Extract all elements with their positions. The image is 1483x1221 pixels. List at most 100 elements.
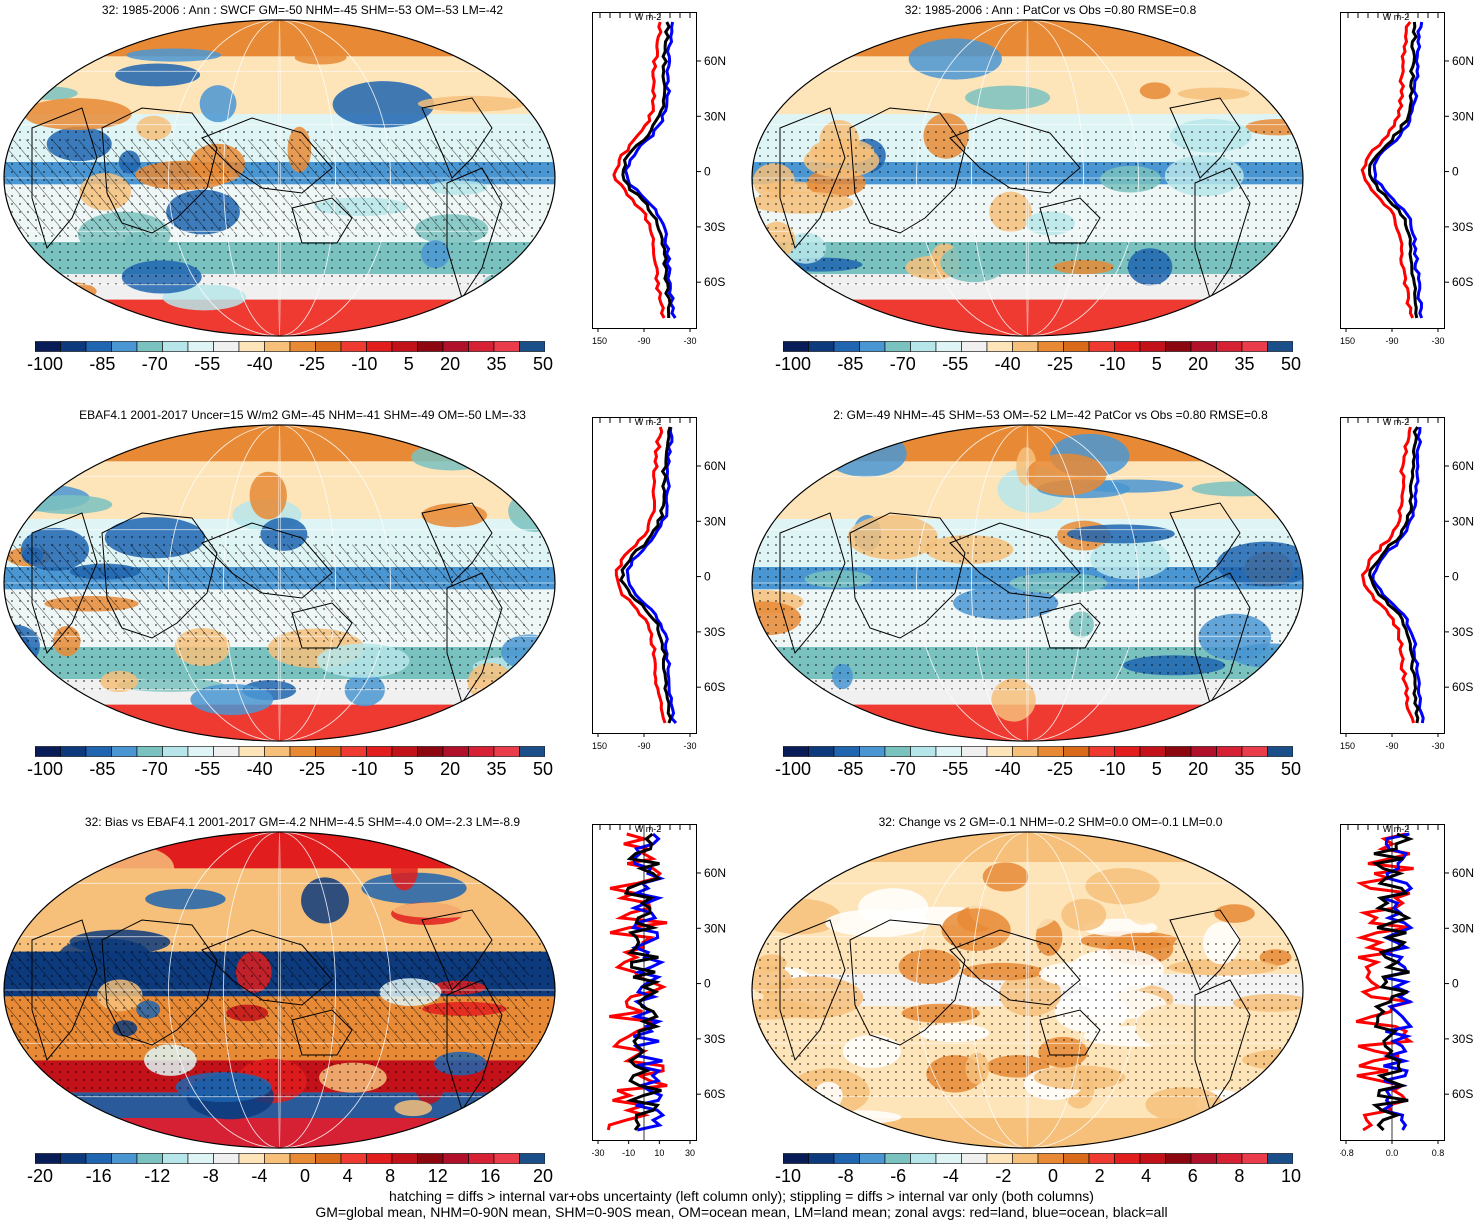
colorbar-swatch	[1165, 1153, 1192, 1164]
colorbar	[34, 1152, 546, 1170]
colorbar-label: 5	[1151, 759, 1162, 779]
zonal-lat-label: 0	[704, 570, 711, 584]
colorbar-swatch	[34, 1153, 61, 1164]
colorbar-labels: -100 -85 -70 -55 -40 -25 -10 5 20 35 50	[27, 354, 553, 375]
colorbar-swatch	[1037, 746, 1064, 757]
colorbar-label: 50	[532, 354, 553, 374]
colorbar-label: 5	[403, 354, 414, 374]
colorbar-swatch	[238, 1153, 265, 1164]
colorbar-label: -10	[351, 354, 378, 374]
colorbar-swatch	[884, 746, 911, 757]
colorbar-swatch	[1063, 746, 1090, 757]
colorbar-label: -70	[141, 759, 168, 779]
zonal-lat-label: 60N	[704, 54, 726, 68]
zonal-units: W m-2	[1383, 824, 1410, 834]
colorbar-swatch	[1012, 746, 1039, 757]
colorbar-label: 5	[403, 759, 414, 779]
colorbar-swatch	[910, 1153, 937, 1164]
colorbar-label: -4	[942, 1166, 959, 1186]
colorbar-label: -10	[1099, 759, 1126, 779]
zonal-x-tick: 30	[685, 1148, 695, 1158]
colorbar-swatch	[782, 1153, 809, 1164]
colorbar-swatch	[986, 746, 1013, 757]
zonal-x-tick: -30	[1431, 741, 1444, 751]
colorbar-label: -55	[194, 354, 221, 374]
panel-title: 32: 1985-2006 : Ann : PatCor vs Obs =0.8…	[904, 3, 1197, 17]
zonal-x-tick: -0.8	[1340, 1148, 1354, 1158]
colorbar-labels: -100 -85 -70 -55 -40 -25 -10 5 20 35 50	[775, 759, 1301, 780]
colorbar	[782, 340, 1294, 358]
colorbar-swatch	[340, 1153, 367, 1164]
colorbar-label: 20	[532, 1166, 553, 1186]
colorbar-swatch	[1190, 1153, 1217, 1164]
colorbar-swatch	[1190, 746, 1217, 757]
colorbar-label: -10	[351, 759, 378, 779]
colorbar-label: -70	[889, 759, 916, 779]
zonal-lat-label: 30S	[1452, 220, 1473, 234]
colorbar-label: -8	[837, 1166, 854, 1186]
zonal-mean-plot: W m-2 60N 30N 0 30S 60S -150 -90 -30	[592, 12, 742, 352]
colorbar-swatch	[884, 1153, 911, 1164]
caption-line-2: GM=global mean, NHM=0-90N mean, SHM=0-90…	[315, 1204, 1168, 1220]
zonal-lat-label: 30N	[1452, 109, 1474, 123]
colorbar-swatch	[34, 746, 61, 757]
colorbar-swatch	[60, 341, 87, 352]
colorbar-swatch	[859, 746, 886, 757]
colorbar-label: 50	[1280, 759, 1301, 779]
colorbar-swatch	[986, 1153, 1013, 1164]
colorbar-swatch	[1190, 341, 1217, 352]
robinson-map	[2, 830, 557, 1150]
zonal-lat-label: 60S	[1452, 680, 1473, 694]
colorbar-swatch	[884, 341, 911, 352]
colorbar-swatch	[289, 341, 316, 352]
zonal-x-tick: -30	[683, 336, 696, 346]
robinson-map	[2, 423, 557, 743]
colorbar-swatch	[961, 1153, 988, 1164]
colorbar-swatch	[833, 341, 860, 352]
colorbar-swatch	[340, 341, 367, 352]
zonal-mean-plot: W m-2 60N 30N 0 30S 60S -150 -90 -30	[592, 417, 742, 757]
colorbar-swatch	[315, 1153, 342, 1164]
colorbar-label: -25	[298, 759, 325, 779]
colorbar-swatch	[442, 341, 469, 352]
colorbar-label: 0	[1047, 1166, 1058, 1186]
colorbar-label: 20	[440, 759, 461, 779]
colorbar-swatch	[85, 746, 112, 757]
zonal-lat-label: 30S	[704, 625, 725, 639]
zonal-lat-label: 60S	[704, 1087, 725, 1101]
colorbar-swatch	[136, 746, 163, 757]
colorbar-label: -12	[144, 1166, 171, 1186]
zonal-lat-label: 60S	[704, 275, 725, 289]
colorbar-label: -40	[994, 354, 1021, 374]
zonal-lat-label: 30S	[1452, 1032, 1473, 1046]
colorbar-swatch	[213, 746, 240, 757]
colorbar-swatch	[1241, 1153, 1268, 1164]
colorbar-swatch	[162, 341, 189, 352]
colorbar-swatch	[1165, 341, 1192, 352]
colorbar-swatch	[417, 341, 444, 352]
colorbar-swatch	[187, 746, 214, 757]
colorbar-swatch	[264, 746, 291, 757]
robinson-map	[750, 423, 1305, 743]
colorbar-swatch	[935, 746, 962, 757]
colorbar-swatch	[1088, 341, 1115, 352]
colorbar-label: 12	[427, 1166, 448, 1186]
colorbar-swatch	[961, 746, 988, 757]
colorbar-swatch	[213, 1153, 240, 1164]
colorbar-swatch	[34, 341, 61, 352]
colorbar-swatch	[910, 746, 937, 757]
colorbar-labels: -10 -8 -6 -4 -2 0 2 4 6 8 10	[775, 1166, 1301, 1187]
colorbar-swatch	[1114, 341, 1141, 352]
colorbar-labels: -100 -85 -70 -55 -40 -25 -10 5 20 35 50	[775, 354, 1301, 375]
panel-title: 32: Bias vs EBAF4.1 2001-2017 GM=-4.2 NH…	[84, 815, 521, 829]
colorbar-label: 35	[486, 759, 507, 779]
colorbar-label: -100	[775, 759, 812, 779]
colorbar-swatch	[782, 341, 809, 352]
zonal-x-tick: -90	[637, 741, 650, 751]
colorbar-label: -85	[89, 759, 116, 779]
panel-title: 32: 1985-2006 : Ann : SWCF GM=-50 NHM=-4…	[101, 3, 504, 17]
colorbar-swatch	[442, 1153, 469, 1164]
colorbar-label: -8	[202, 1166, 219, 1186]
zonal-lat-label: 60N	[1452, 54, 1474, 68]
colorbar-swatch	[238, 341, 265, 352]
